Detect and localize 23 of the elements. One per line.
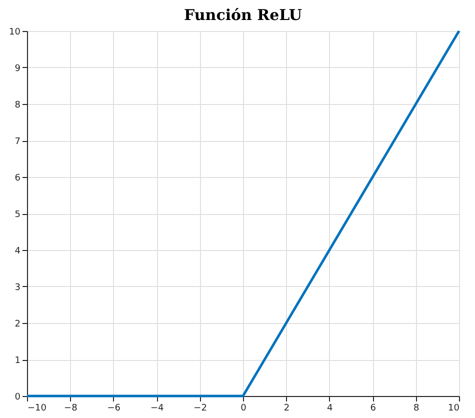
x-tick-label: 6 xyxy=(370,404,376,414)
y-tick-label: 1 xyxy=(14,356,20,366)
y-tick-label: 9 xyxy=(14,64,21,74)
x-tick-label: −6 xyxy=(107,404,121,414)
y-tick-label: 10 xyxy=(9,28,21,38)
x-tick-label: 4 xyxy=(327,404,334,414)
x-tick-label: 2 xyxy=(284,404,290,414)
y-tick-label: 6 xyxy=(14,174,21,184)
x-tick-label: −2 xyxy=(194,404,207,414)
chart-title: Función ReLU xyxy=(184,6,302,24)
y-tick-label: 2 xyxy=(14,320,20,330)
y-tick-label: 0 xyxy=(14,392,21,402)
x-tick-label: 8 xyxy=(413,404,420,414)
y-tick-label: 5 xyxy=(14,210,20,220)
y-tick-label: 8 xyxy=(14,100,21,110)
y-tick-label: 7 xyxy=(14,137,20,147)
x-tick-label: 0 xyxy=(240,404,247,414)
y-tick-label: 4 xyxy=(14,246,21,256)
x-tick-label: −8 xyxy=(64,404,78,414)
x-tick-label: 10 xyxy=(448,404,460,414)
x-tick-label: −10 xyxy=(28,404,47,414)
y-tick-label: 3 xyxy=(14,283,20,293)
x-tick-label: −4 xyxy=(150,404,164,414)
